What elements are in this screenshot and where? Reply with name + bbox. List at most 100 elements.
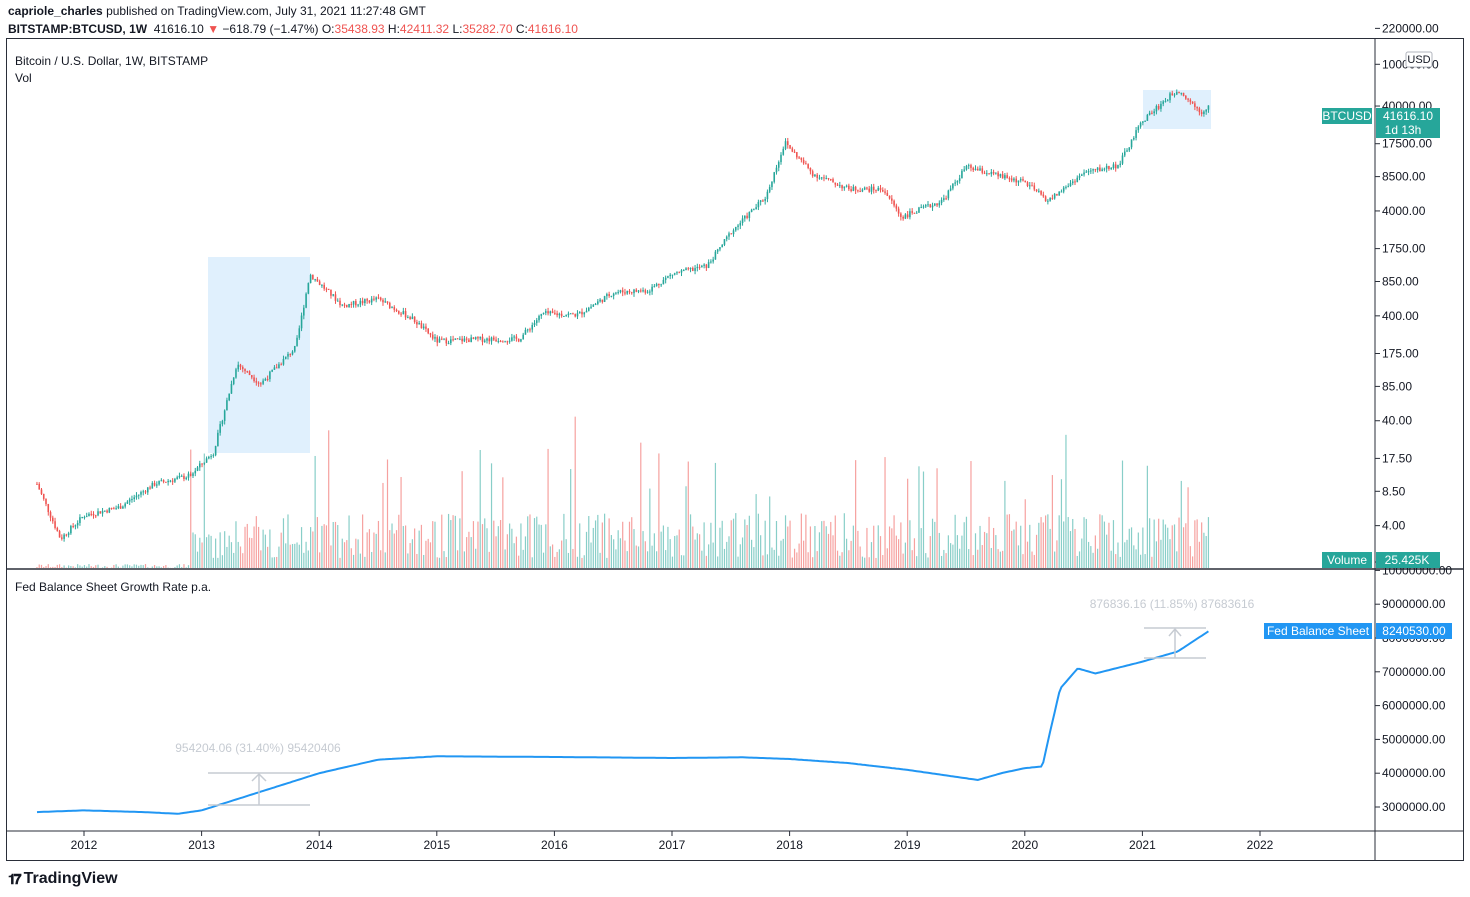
fed-pane-title[interactable]: Fed Balance Sheet Growth Rate p.a. <box>15 580 212 594</box>
candle-body <box>463 338 466 342</box>
volume-bar <box>226 546 228 568</box>
volume-bar <box>126 564 129 568</box>
currency-badge[interactable] <box>1405 51 1433 68</box>
candle-body <box>938 202 941 206</box>
volume-bar <box>124 564 126 568</box>
volume-bar <box>533 518 536 568</box>
candle-body <box>897 208 900 214</box>
volume-bar <box>310 527 312 568</box>
volume-bar <box>705 555 707 568</box>
candle-body <box>870 186 873 192</box>
candle-body <box>1013 178 1015 181</box>
volume-bar <box>423 554 425 568</box>
volume-bar <box>615 549 617 568</box>
candle-body <box>171 480 174 482</box>
candle-body <box>330 289 332 296</box>
volume-bar <box>551 544 554 568</box>
volume-bar <box>257 526 260 568</box>
candle-body <box>241 366 244 370</box>
candle-body <box>332 294 335 296</box>
fed-tag-text: Fed Balance Sheet <box>1267 624 1370 638</box>
volume-bar <box>746 525 748 568</box>
candle-body <box>990 171 993 175</box>
candle-body <box>183 475 185 480</box>
volume-bar <box>1155 541 1158 568</box>
candle-body <box>633 289 635 294</box>
volume-bar <box>135 564 138 568</box>
volume-bar <box>601 522 603 568</box>
candle-body <box>1105 165 1108 169</box>
volume-bar <box>285 543 287 568</box>
volume-bar <box>176 565 178 568</box>
volume-bar <box>203 453 205 568</box>
volume-bar <box>972 555 974 568</box>
candle-body <box>1044 196 1047 202</box>
volume-bar <box>402 526 404 568</box>
volume-bar <box>845 538 848 568</box>
volume-bar <box>339 557 341 568</box>
volume-bar <box>1144 554 1146 568</box>
candle-body <box>621 290 624 293</box>
candle-body <box>226 400 228 411</box>
measure-2021[interactable] <box>1144 627 1206 659</box>
volume-bar <box>891 528 893 568</box>
volume-bar <box>472 521 475 568</box>
time-tick-label: 2018 <box>776 838 803 852</box>
volume-bar <box>479 450 481 568</box>
candle-body <box>662 279 665 285</box>
price-tick-label: 17500.00 <box>1382 137 1432 151</box>
candle-body <box>653 286 656 288</box>
measure-2013[interactable] <box>208 772 310 806</box>
candle-body <box>192 473 194 476</box>
volume-bar <box>710 522 712 568</box>
candle-body <box>386 301 389 303</box>
candle-body <box>780 154 782 163</box>
volume-bar <box>694 539 696 568</box>
tradingview-logo[interactable]: 𝟏𝟕 TradingView <box>8 870 118 888</box>
volume-bar <box>1126 539 1128 568</box>
highlight-2013[interactable] <box>208 257 310 453</box>
candle-body <box>569 313 572 315</box>
time-axis[interactable]: 2012 2013 2014 2015 2016 2017 2018 2019 2020 2021… <box>71 831 1274 852</box>
candle-body <box>866 187 868 189</box>
volume-bar <box>789 520 791 568</box>
main-pane-title[interactable]: Bitcoin / U.S. Dollar, 1W, BITSTAMP <box>15 54 209 68</box>
price-axis[interactable]: 220000.00100000.0040000.0017500.008500.0… <box>1375 21 1439 569</box>
candle-body <box>947 190 950 199</box>
volume-bar <box>1112 520 1115 568</box>
volume-bar <box>1081 538 1083 568</box>
volume-bar <box>954 514 956 568</box>
candle-body <box>1142 121 1144 123</box>
symbol-tag-text: BTCUSD <box>1322 109 1372 123</box>
volume-bar <box>395 530 398 568</box>
volume-bar <box>122 565 124 568</box>
volume-bar <box>1072 518 1074 568</box>
candle-body <box>1196 106 1198 109</box>
volume-bar <box>346 540 348 568</box>
volume-bar <box>782 538 784 568</box>
candle-body <box>1191 101 1194 104</box>
volume-bar <box>689 514 692 568</box>
highlight-2021[interactable] <box>1143 90 1211 129</box>
candle-body <box>1200 112 1203 115</box>
volume-bar <box>631 517 633 568</box>
candle-body <box>529 329 531 331</box>
candle-body <box>802 159 805 164</box>
author-name[interactable]: capriole_charles <box>8 4 103 18</box>
candle-body <box>122 506 124 509</box>
candle-body <box>560 313 563 317</box>
candle-body <box>667 276 669 278</box>
volume-legend[interactable]: Vol <box>15 71 32 85</box>
candle-body <box>748 211 751 218</box>
price-tick-label: 8.50 <box>1382 484 1406 498</box>
fed-axis[interactable]: 10000000.009000000.008000000.007000000.0… <box>1375 563 1452 814</box>
candle-body <box>83 516 86 518</box>
volume-bar <box>816 551 818 568</box>
candle-body <box>404 311 407 318</box>
volume-bar <box>163 565 165 568</box>
candle-body <box>187 473 190 478</box>
volume-bar <box>1045 515 1047 568</box>
candle-body <box>307 283 310 294</box>
fed-tag <box>1264 623 1372 639</box>
